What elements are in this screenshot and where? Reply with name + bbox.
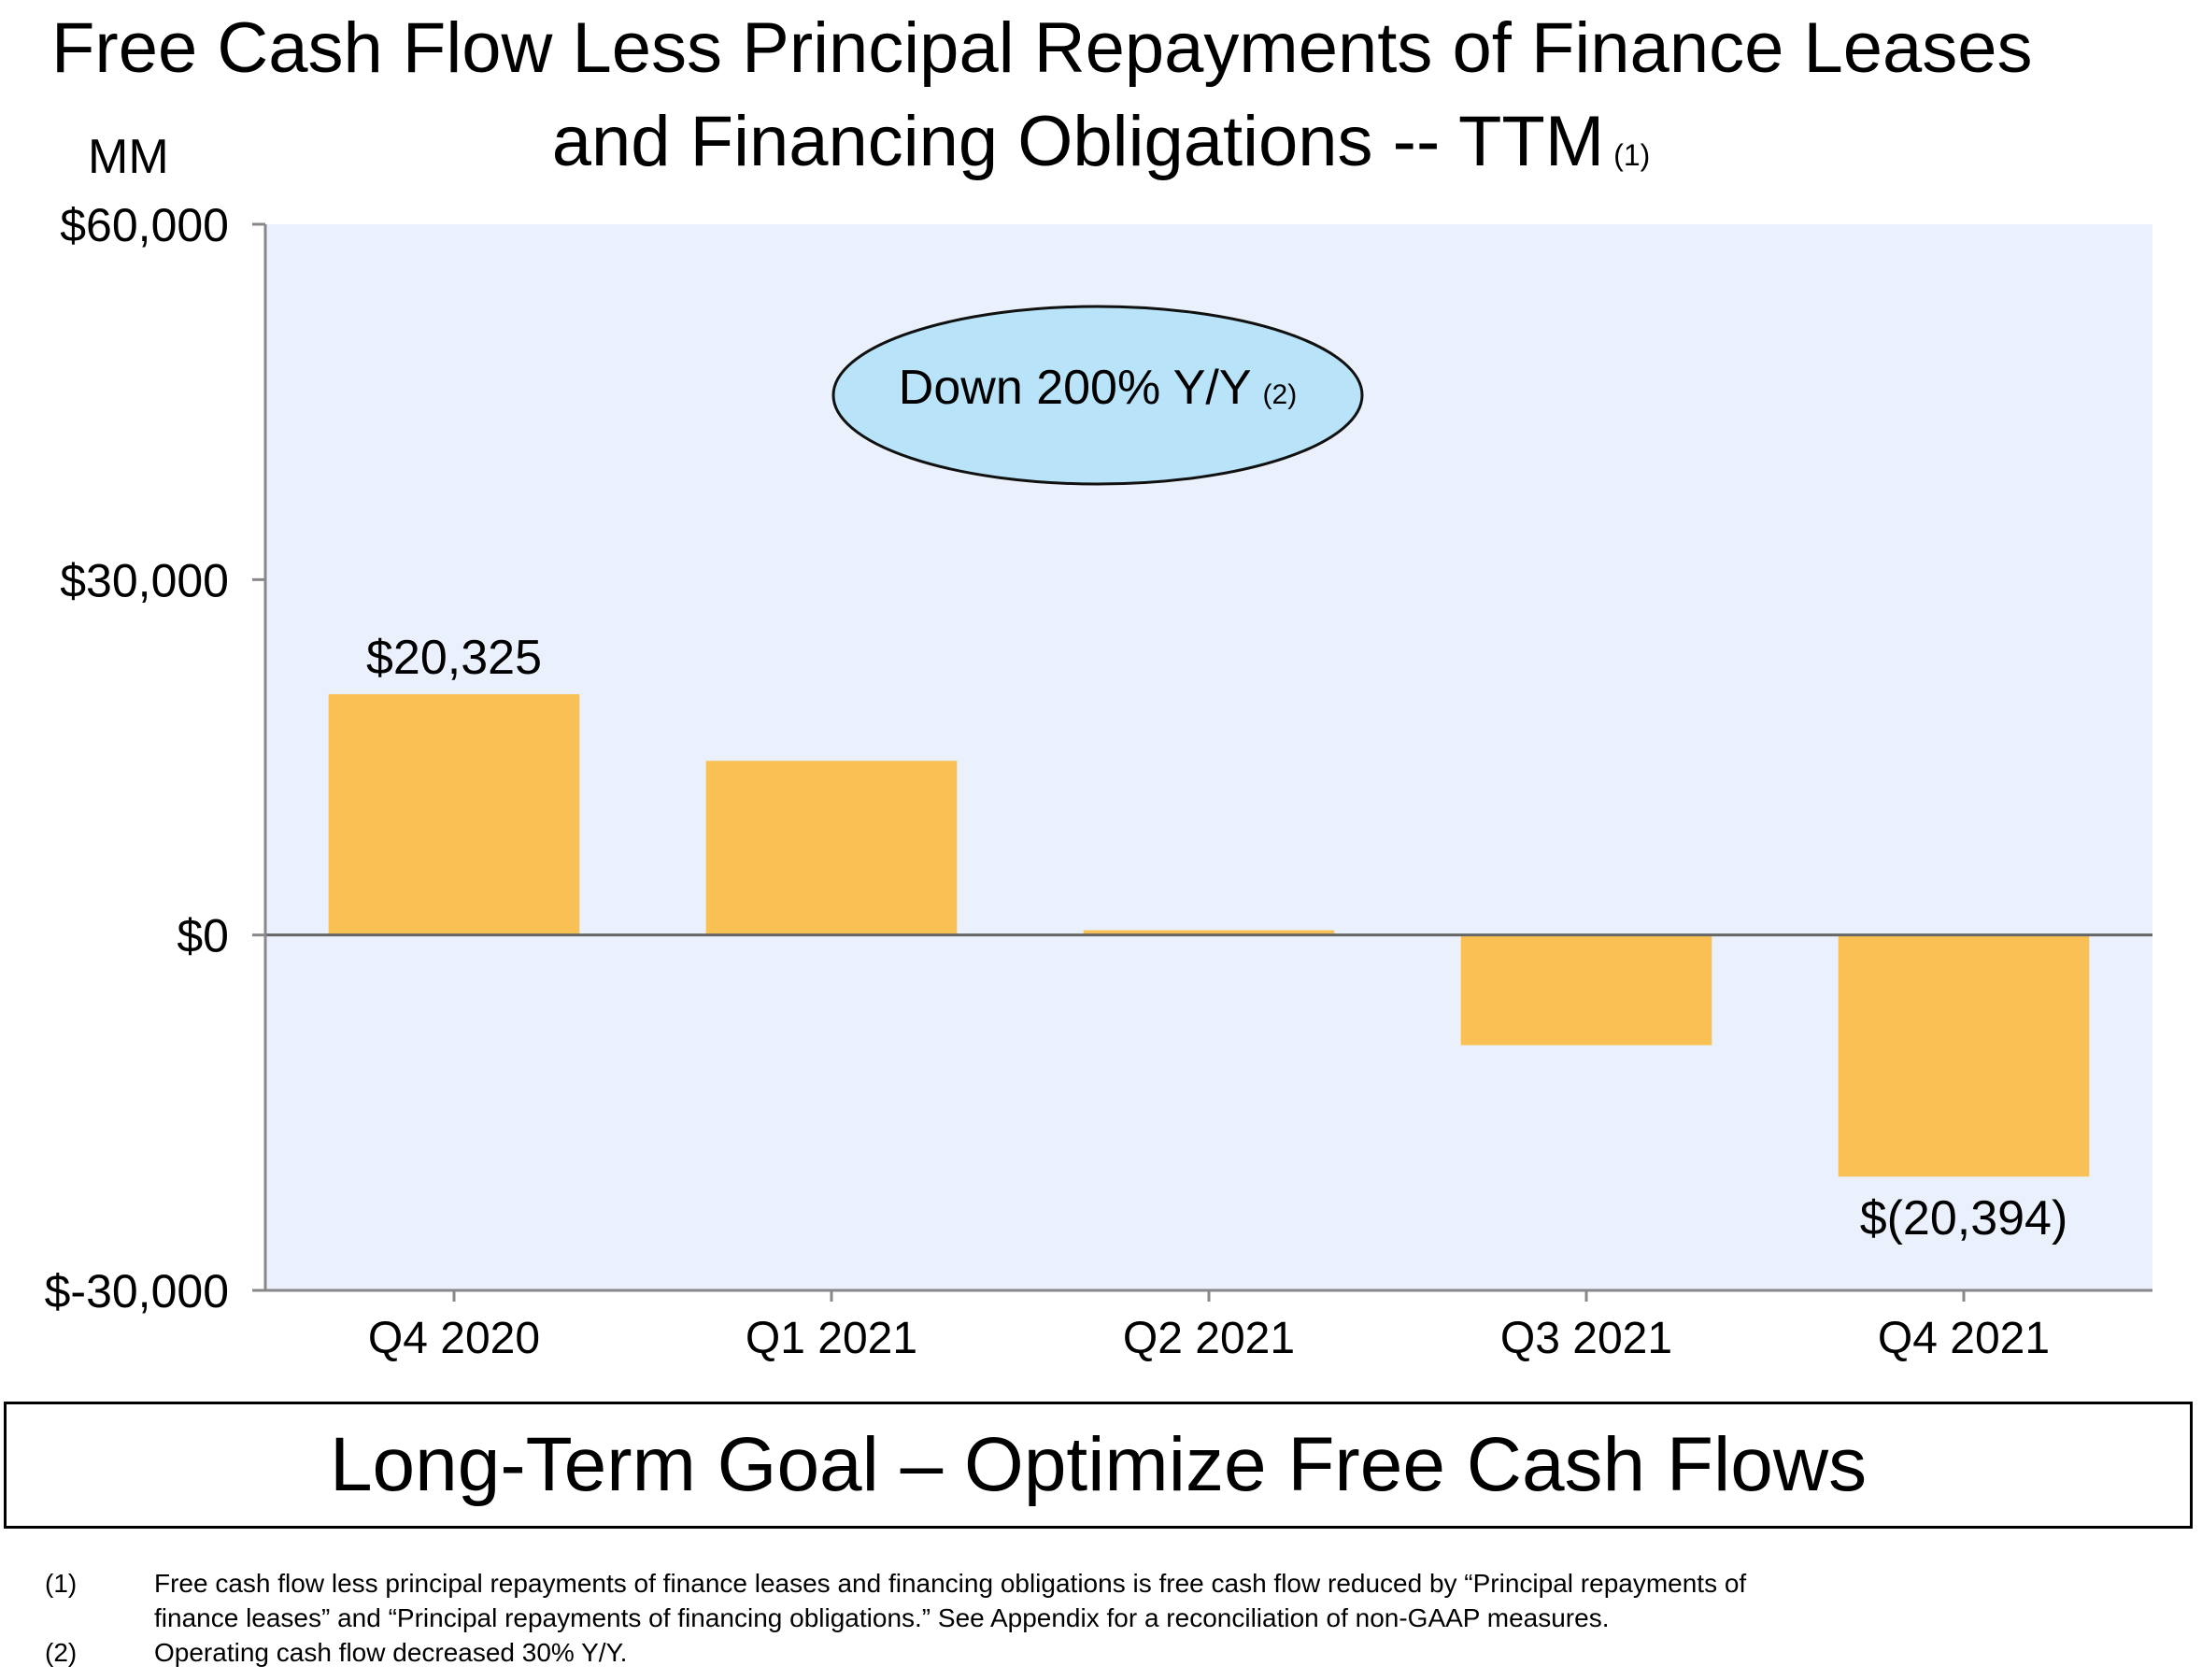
chart-title-line-1: Free Cash Flow Less Principal Repayments…	[51, 8, 2033, 88]
footnote-2-text: Operating cash flow decreased 30% Y/Y.	[154, 1638, 628, 1667]
long-term-goal-box: Long-Term Goal – Optimize Free Cash Flow…	[4, 1402, 2193, 1529]
footnote-2-marker: (2)	[45, 1638, 78, 1667]
bar-q3-2021	[1460, 934, 1712, 1046]
footnote-1-marker: (1)	[45, 1569, 78, 1598]
chart-title-line-2-text: and Financing Obligations -- TTM	[551, 102, 1605, 181]
y-tick-label: $60,000	[60, 199, 229, 251]
chart-title-line-2: and Financing Obligations -- TTM (1)	[0, 97, 2202, 200]
bar-q4-2020	[328, 693, 580, 935]
long-term-goal-text: Long-Term Goal – Optimize Free Cash Flow…	[329, 1422, 1868, 1507]
footnotes: (1) Free cash flow less principal repaym…	[45, 1566, 2147, 1670]
bar-q1-2021	[705, 761, 958, 935]
footnote-1: (1) Free cash flow less principal repaym…	[45, 1566, 2147, 1635]
data-label: $(20,394)	[1860, 1191, 2068, 1246]
footnote-2: (2) Operating cash flow decreased 30% Y/…	[45, 1635, 2147, 1670]
y-tick-label: $30,000	[60, 554, 229, 606]
annotation-callout	[831, 305, 1364, 486]
footnote-1-line-1: Free cash flow less principal repayments…	[154, 1569, 1747, 1598]
annotation-main-text: Down 200% Y/Y	[899, 361, 1252, 415]
annotation-footnote-marker: (2)	[1263, 379, 1298, 410]
data-label: $20,325	[366, 631, 542, 685]
title-footnote-marker: (1)	[1613, 138, 1651, 172]
footnote-1-line-2: finance leases” and “Principal repayment…	[154, 1603, 1610, 1632]
y-tick-label: $0	[177, 910, 229, 962]
x-tick-label: Q4 2020	[368, 1314, 540, 1363]
footnote-1-text: Free cash flow less principal repayments…	[154, 1566, 2147, 1635]
bar-chart: $60,000 $30,000 $0 $-30,000 Q4 2020 Q1 2021 Q…	[45, 199, 2152, 1363]
x-tick-label: Q3 2021	[1500, 1314, 1672, 1363]
y-tick-label: $-30,000	[45, 1265, 229, 1317]
bar-q2-2021	[1083, 930, 1335, 935]
x-tick-label: Q2 2021	[1123, 1314, 1295, 1363]
x-tick-label: Q1 2021	[746, 1314, 917, 1363]
unit-label: MM	[88, 130, 169, 184]
bar-q4-2021	[1838, 934, 2090, 1177]
x-tick-label: Q4 2021	[1878, 1314, 2050, 1363]
annotation-text: Down 200% Y/Y (2)	[899, 361, 1297, 415]
